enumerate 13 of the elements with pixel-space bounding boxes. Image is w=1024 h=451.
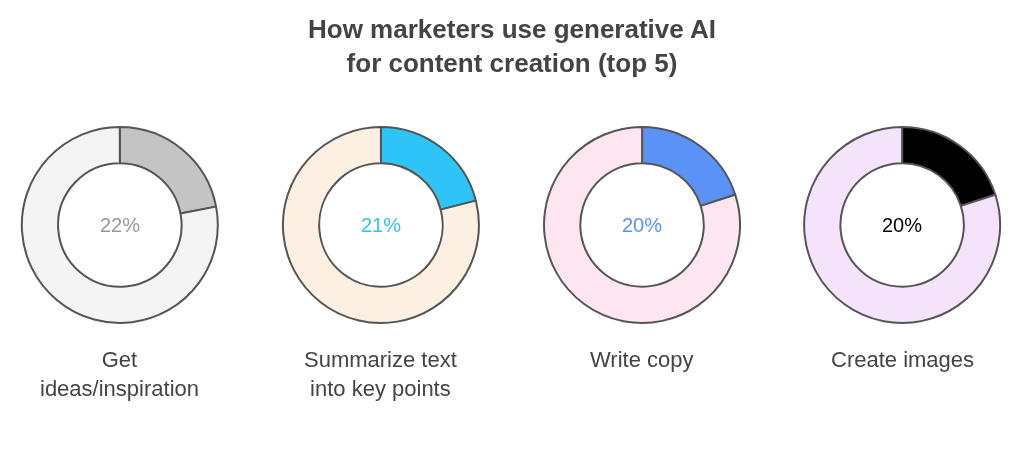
donut-slice xyxy=(803,126,1001,324)
text: Write copy xyxy=(590,347,694,372)
text: 20% xyxy=(882,214,923,236)
text: How marketers use generative AI for content creation (top 5) xyxy=(308,14,716,78)
donut-slice xyxy=(20,126,219,324)
text: 21% xyxy=(361,214,402,236)
text: Summarize text into key points xyxy=(304,347,457,401)
text: Create images xyxy=(831,347,975,372)
text: Get ideas/inspiration xyxy=(40,347,199,401)
text: 20% xyxy=(622,214,663,236)
text: 22% xyxy=(100,214,141,236)
donut-slice xyxy=(543,126,741,324)
donut-slice xyxy=(282,126,480,324)
